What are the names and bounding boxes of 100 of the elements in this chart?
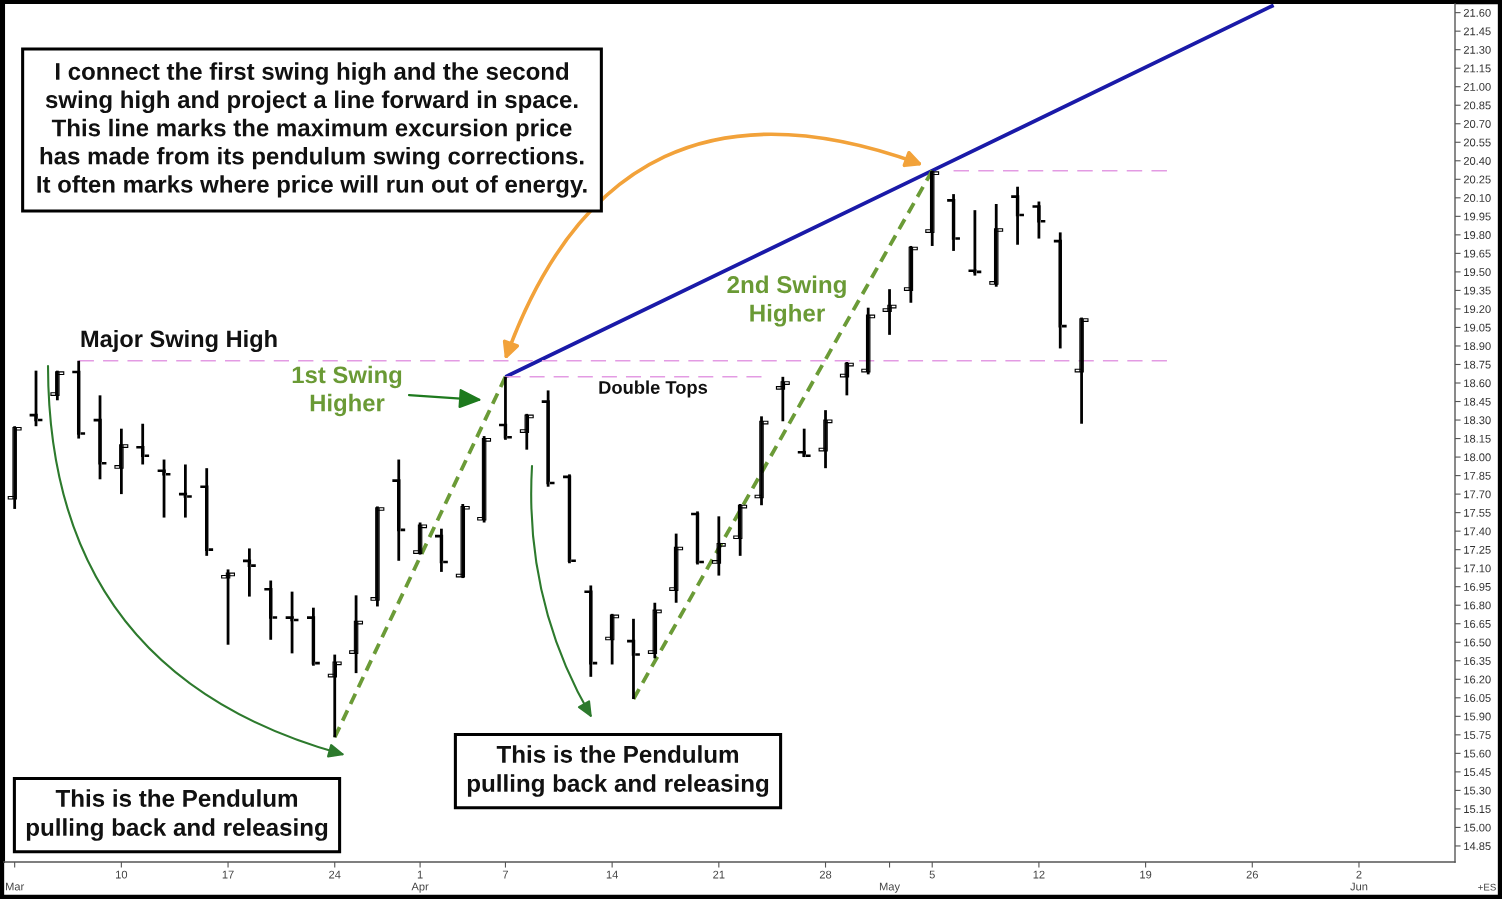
candlestick [733,502,748,558]
x-tick-label: 5 [929,870,935,879]
candlestick [754,414,769,507]
y-tick-label: 17.85 [1464,471,1491,480]
candlestick [605,612,620,666]
candlestick [477,434,492,524]
x-tick-label: 26 [1246,870,1258,879]
y-tick-label: 18.90 [1464,342,1491,351]
candlestick [711,514,726,577]
candlestick [989,202,1004,289]
y-tick-label: 19.95 [1464,212,1491,221]
candlestick [797,427,811,459]
candlestick [861,306,876,376]
text: +ES [1478,883,1496,891]
y-tick-label: 21.15 [1463,64,1491,73]
y-tick-label: 17.70 [1464,490,1491,499]
candlestick [519,412,534,452]
x-tick-label: May [879,882,901,893]
y-tick-label: 20.85 [1463,101,1491,110]
y-tick-label: 19.80 [1464,231,1491,239]
candlestick [327,653,342,739]
y-tick-label: 19.65 [1464,249,1491,258]
x-tick-label: 10 [116,870,128,879]
candlestick [499,375,512,442]
candlestick [349,593,364,675]
y-tick-label: 16.80 [1464,601,1491,610]
candlestick [839,360,854,397]
y-tick-label: 18.75 [1464,360,1491,369]
annotation: 1st Swing Higher [292,365,402,417]
y-tick-label: 16.35 [1464,657,1491,665]
candlestick [50,369,65,402]
candlestick [7,424,22,511]
y-tick-label: 17.55 [1464,509,1491,517]
candlestick [1074,316,1089,426]
y-tick-label: 15.15 [1464,805,1491,814]
candlestick [370,505,385,608]
candlestick [114,427,129,496]
candlestick [285,590,299,655]
candlestick [178,463,192,519]
x-tick-label: 19 [1140,870,1152,879]
y-tick-label: 16.05 [1464,694,1491,702]
y-tick-label: 15.90 [1464,712,1491,721]
candlestick [925,169,940,248]
annotation: Double Tops [599,380,708,398]
y-tick-label: 21.00 [1463,82,1491,91]
y-tick-label: 19.20 [1464,305,1491,314]
x-tick-label: 1 Apr [411,870,429,893]
y-tick-label: 17.40 [1464,527,1491,536]
y-tick-label: 20.25 [1463,175,1491,184]
candlestick [882,287,897,337]
annotation: I connect the first swing high and the second swing high and project a line forward in space. This line marks the maximum excursion price has made from its pendulum swing corrections. It often marks where price will run out of energy. [37,62,587,198]
x-tick-label: Mar [6,882,25,891]
y-tick-label: 21.45 [1463,27,1491,36]
candlestick [413,521,428,556]
y-tick-label: 15.30 [1464,786,1491,795]
candlestick [1032,200,1046,240]
y-tick-label: 18.00 [1464,453,1491,462]
y-tick-label: 16.65 [1464,620,1491,628]
y-tick-label: 18.15 [1464,434,1491,443]
y-tick-label: 18.60 [1464,379,1491,388]
candlestick [136,422,150,466]
x-tick-label: 21 [713,870,725,879]
y-tick-label: 17.10 [1464,564,1491,573]
candlestick [627,617,640,701]
candlestick [968,208,982,277]
candlestick [647,601,662,660]
y-tick-label: 18.45 [1464,397,1491,406]
x-tick-label: 2 Jun [1350,870,1368,891]
y-tick-label: 20.10 [1463,194,1491,202]
y-tick-label: 19.35 [1464,286,1491,295]
y-tick-label: 20.55 [1463,138,1491,147]
x-tick-label: 14 [606,870,618,879]
y-tick-label: 15.00 [1464,823,1491,832]
y-tick-label: 21.60 [1463,8,1491,17]
y-tick-label: 17.25 [1464,545,1491,554]
candlestick [455,502,470,580]
y-tick-label: 16.50 [1464,638,1491,647]
candlestick [29,369,43,428]
annotation: This is the Pendulum pulling back and releasing [26,789,328,841]
y-tick-label: 16.95 [1464,582,1491,591]
annotation: Major Swing High [81,329,277,353]
y-tick-label: 20.70 [1463,120,1491,128]
y-tick-label: 21.30 [1463,45,1491,54]
y-tick-label: 15.45 [1464,768,1491,777]
candlestick [775,375,790,423]
candlestick [157,458,171,519]
x-tick-label: 12 [1033,870,1045,879]
y-tick-label: 14.85 [1464,842,1491,851]
y-tick-label: 15.60 [1464,749,1491,758]
x-tick-label: 24 [329,870,341,879]
x-tick-label: 7 [502,870,508,879]
y-tick-label: 18.30 [1464,416,1491,425]
y-tick-label: 19.05 [1464,323,1491,332]
annotation: 2nd Swing Higher [727,275,846,327]
candlestick [221,568,236,647]
candlestick [1011,185,1024,247]
y-tick-label: 20.40 [1463,157,1491,165]
candlestick [818,408,833,470]
x-tick-label: 28 [819,870,832,879]
y-tick-label: 19.50 [1464,268,1491,277]
